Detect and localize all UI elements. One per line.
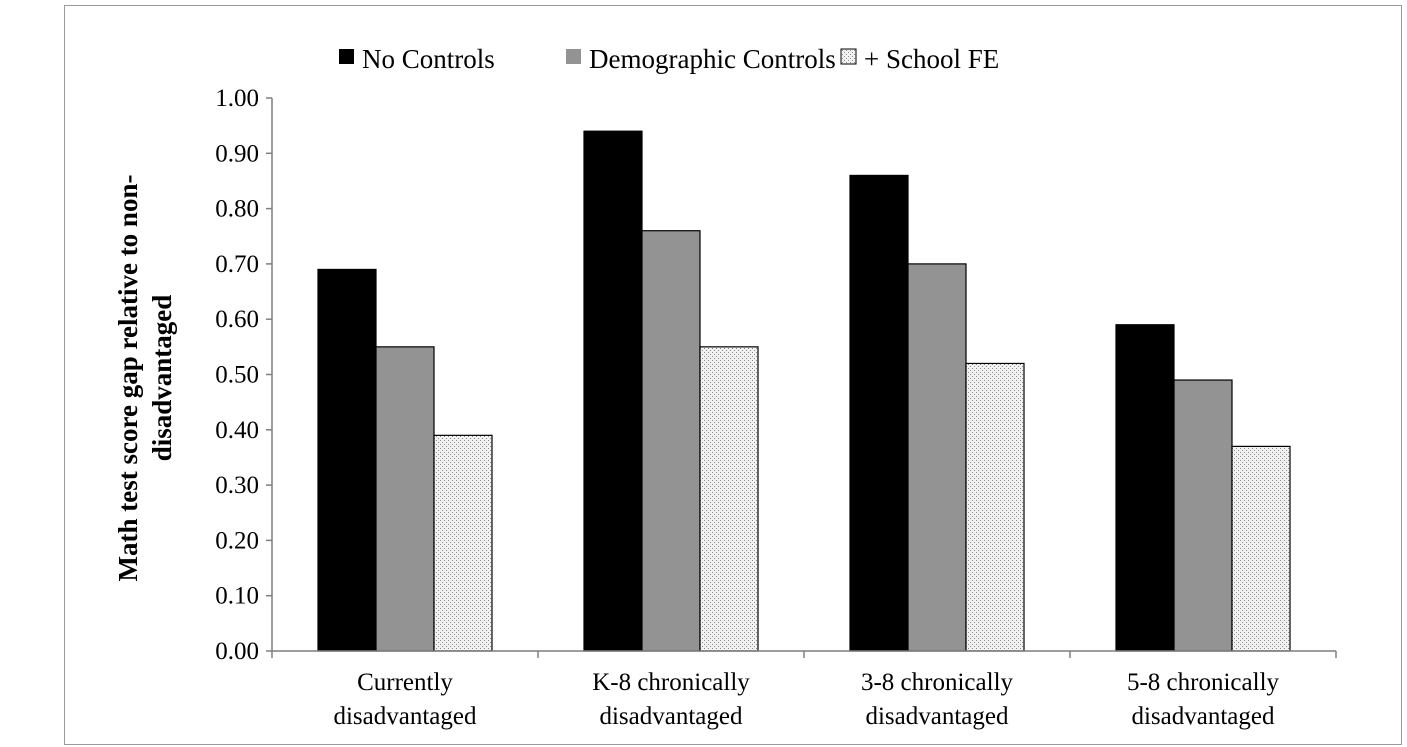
x-tick-label: 5-8 chronically	[1127, 669, 1280, 696]
bar	[965, 362, 1025, 652]
bar	[699, 346, 759, 652]
bar	[433, 434, 493, 652]
legend-label: No Controls	[362, 44, 495, 74]
x-tick-label: disadvantaged	[333, 703, 477, 730]
y-tick-label: 0.50	[215, 362, 259, 389]
y-axis-title-line-2: disadvantaged	[147, 295, 177, 462]
y-tick-label: 0.30	[215, 472, 259, 499]
x-tick-label: disadvantaged	[1131, 703, 1275, 730]
y-tick-label: 0.60	[215, 306, 259, 333]
x-tick-label: disadvantaged	[599, 703, 743, 730]
bar	[1231, 445, 1291, 652]
bar	[1115, 324, 1175, 652]
legend-swatch	[339, 49, 354, 64]
bar	[583, 130, 643, 652]
legend-label: Demographic Controls	[589, 44, 836, 74]
bar	[907, 263, 967, 652]
y-tick-label: 0.20	[215, 527, 259, 554]
bar	[1173, 379, 1233, 652]
x-tick-label: K-8 chronically	[592, 669, 750, 696]
y-tick-label: 0.10	[215, 583, 259, 610]
y-axis-title: Math test score gap relative to non- dis…	[113, 175, 177, 582]
bars	[317, 130, 1291, 652]
legend: No Controls Demographic Controls + School …	[339, 44, 999, 74]
bar	[641, 230, 701, 652]
x-tick-label: disadvantaged	[865, 703, 1009, 730]
y-tick-label: 0.70	[215, 251, 259, 278]
legend-label: + School FE	[864, 44, 999, 74]
y-axis: 0.00 0.10 0.20 0.30 0.40 0.50 0.60 0.70 0.80 0.90…	[215, 85, 273, 665]
bar	[849, 174, 909, 652]
legend-swatch	[566, 49, 581, 64]
bar	[375, 346, 435, 652]
y-axis-title-line-1: Math test score gap relative to non-	[113, 175, 143, 582]
bar	[317, 268, 377, 652]
x-tick-label: 3-8 chronically	[861, 669, 1014, 696]
x-axis: Currently disadvantaged K-8 chronically dis…	[271, 650, 1337, 730]
x-tick-label: Currently	[357, 669, 453, 696]
y-tick-label: 0.90	[215, 140, 259, 167]
y-tick-label: 0.00	[215, 638, 259, 665]
y-tick-label: 0.40	[215, 417, 259, 444]
y-tick-label: 0.80	[215, 196, 259, 223]
legend-swatch	[840, 48, 857, 65]
y-tick-label: 1.00	[215, 85, 259, 112]
